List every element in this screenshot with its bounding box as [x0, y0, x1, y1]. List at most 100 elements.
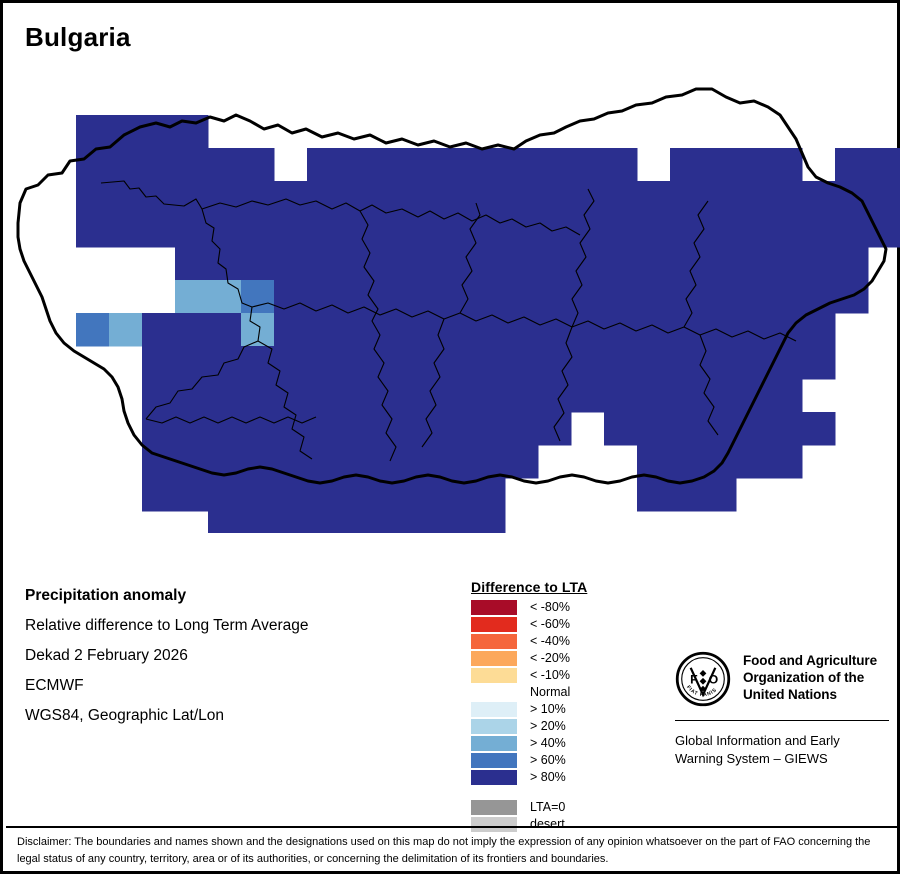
- raster-cell: [439, 412, 473, 446]
- raster-cell: [373, 412, 407, 446]
- raster-cell: [142, 115, 176, 149]
- raster-cell: [670, 313, 704, 347]
- raster-cell: [604, 379, 638, 413]
- bulgaria-precipitation-map[interactable]: [6, 63, 900, 533]
- raster-cell: [241, 148, 275, 182]
- caption-block: Precipitation anomaly Relative differenc…: [25, 581, 309, 731]
- raster-cell: [307, 511, 341, 533]
- raster-cell: [670, 379, 704, 413]
- raster-cell: [76, 115, 110, 149]
- map-canvas[interactable]: [6, 63, 900, 533]
- raster-cell: [637, 214, 671, 248]
- disclaimer-divider: [6, 826, 900, 828]
- raster-cell: [307, 214, 341, 248]
- raster-cell: [472, 445, 506, 479]
- raster-cell: [769, 181, 803, 215]
- raster-cell: [802, 181, 836, 215]
- giews-line-2: Warning System – GIEWS: [675, 751, 828, 766]
- raster-cell: [670, 280, 704, 314]
- raster-cell: [439, 148, 473, 182]
- raster-cell: [373, 511, 407, 533]
- raster-cell: [637, 445, 671, 479]
- raster-cell: [604, 412, 638, 446]
- raster-cell: [340, 280, 374, 314]
- raster-cell: [472, 148, 506, 182]
- legend-item-label: > 20%: [530, 719, 566, 733]
- raster-cell: [769, 412, 803, 446]
- raster-cell: [604, 148, 638, 182]
- caption-line-5: WGS84, Geographic Lat/Lon: [25, 707, 225, 724]
- raster-cell: [802, 247, 836, 281]
- raster-cell: [373, 346, 407, 380]
- raster-cell: [439, 445, 473, 479]
- raster-cell: [274, 313, 308, 347]
- raster-cell: [571, 313, 605, 347]
- raster-cell: [274, 280, 308, 314]
- caption-line-2: Relative difference to Long Term Average: [25, 617, 309, 634]
- legend-item-label: < -10%: [530, 668, 570, 682]
- raster-cell: [604, 247, 638, 281]
- raster-cell: [802, 214, 836, 248]
- legend-item-label: < -60%: [530, 617, 570, 631]
- raster-cell: [670, 181, 704, 215]
- raster-cell: [604, 280, 638, 314]
- raster-cell: [241, 181, 275, 215]
- legend-item-swatch: [471, 685, 517, 700]
- raster-cell: [472, 214, 506, 248]
- raster-cell: [637, 379, 671, 413]
- raster-anomaly-layer: [76, 115, 900, 533]
- raster-cell: [175, 148, 209, 182]
- raster-cell: [340, 313, 374, 347]
- legend-item-row: > 60%: [471, 752, 651, 769]
- legend-extra-swatch: [471, 800, 517, 815]
- raster-cell: [142, 148, 176, 182]
- fao-logo-row: F O FIAT PANIS Food and Agriculture Orga…: [675, 651, 889, 707]
- raster-cell: [439, 346, 473, 380]
- fao-divider: [675, 720, 889, 721]
- raster-cell: [208, 379, 242, 413]
- raster-cell: [670, 412, 704, 446]
- raster-cell: [109, 148, 143, 182]
- raster-cell: [109, 181, 143, 215]
- raster-cell: [76, 181, 110, 215]
- raster-cell: [637, 313, 671, 347]
- disclaimer-text: Disclaimer: The boundaries and names sho…: [17, 836, 871, 865]
- legend-spacer: [471, 786, 651, 799]
- raster-cell: [604, 313, 638, 347]
- raster-cell: [703, 148, 737, 182]
- raster-cell: [604, 214, 638, 248]
- raster-cell: [241, 214, 275, 248]
- raster-cell: [373, 148, 407, 182]
- raster-cell: [208, 247, 242, 281]
- legend-item-label: > 10%: [530, 702, 566, 716]
- raster-cell: [505, 181, 539, 215]
- raster-cell: [274, 478, 308, 512]
- raster-cell: [406, 148, 440, 182]
- raster-cell: [241, 412, 275, 446]
- legend-item-label: > 40%: [530, 736, 566, 750]
- raster-cell: [340, 412, 374, 446]
- raster-cell: [571, 148, 605, 182]
- raster-cell: [142, 181, 176, 215]
- raster-cell: [307, 247, 341, 281]
- legend-item-row: < -60%: [471, 616, 651, 633]
- raster-cell: [637, 478, 671, 512]
- raster-cell: [373, 214, 407, 248]
- raster-cell: [505, 148, 539, 182]
- raster-cell: [340, 346, 374, 380]
- raster-cell: [142, 379, 176, 413]
- raster-cell: [241, 379, 275, 413]
- svg-text:O: O: [709, 672, 719, 686]
- raster-cell: [241, 346, 275, 380]
- legend-item-swatch: [471, 668, 517, 683]
- raster-cell: [241, 280, 275, 314]
- raster-cell: [274, 379, 308, 413]
- svg-text:F: F: [690, 672, 698, 686]
- raster-cell: [439, 214, 473, 248]
- raster-cell: [472, 478, 506, 512]
- raster-cell: [703, 214, 737, 248]
- legend-item-swatch: [471, 736, 517, 751]
- giews-line-1: Global Information and Early: [675, 733, 840, 748]
- raster-cell: [571, 346, 605, 380]
